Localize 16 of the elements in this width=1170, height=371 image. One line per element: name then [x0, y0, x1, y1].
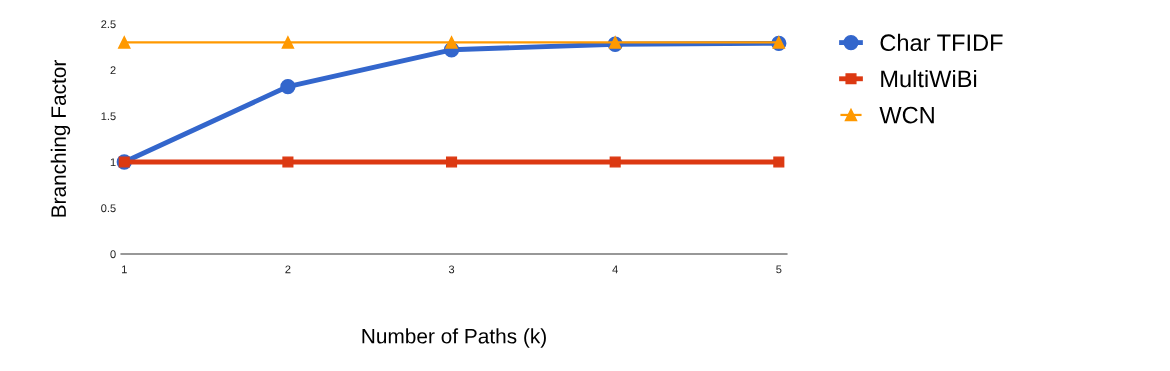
legend-label: WCN [879, 106, 934, 124]
y-tick-label: 1 [110, 158, 116, 167]
x-tick-label: 2 [285, 265, 291, 274]
y-tick-label: 2.5 [101, 20, 116, 29]
legend-label: MultiWiBi [881, 69, 977, 88]
x-tick-label: 4 [612, 265, 618, 274]
x-axis-title: Number of Paths (k) [362, 328, 546, 348]
y-tick-label: 0.5 [101, 204, 116, 213]
y-tick-label: 2 [110, 66, 116, 75]
x-tick-label: 1 [122, 265, 127, 274]
x-tick-label: 3 [448, 265, 455, 274]
y-tick-label: 1.5 [101, 112, 116, 121]
legend-label: Char TFIDF [880, 33, 1003, 52]
y-axis-title: Branching Factor [50, 60, 71, 217]
x-tick-label: 5 [776, 265, 782, 274]
y-tick-label: 0 [110, 250, 116, 259]
